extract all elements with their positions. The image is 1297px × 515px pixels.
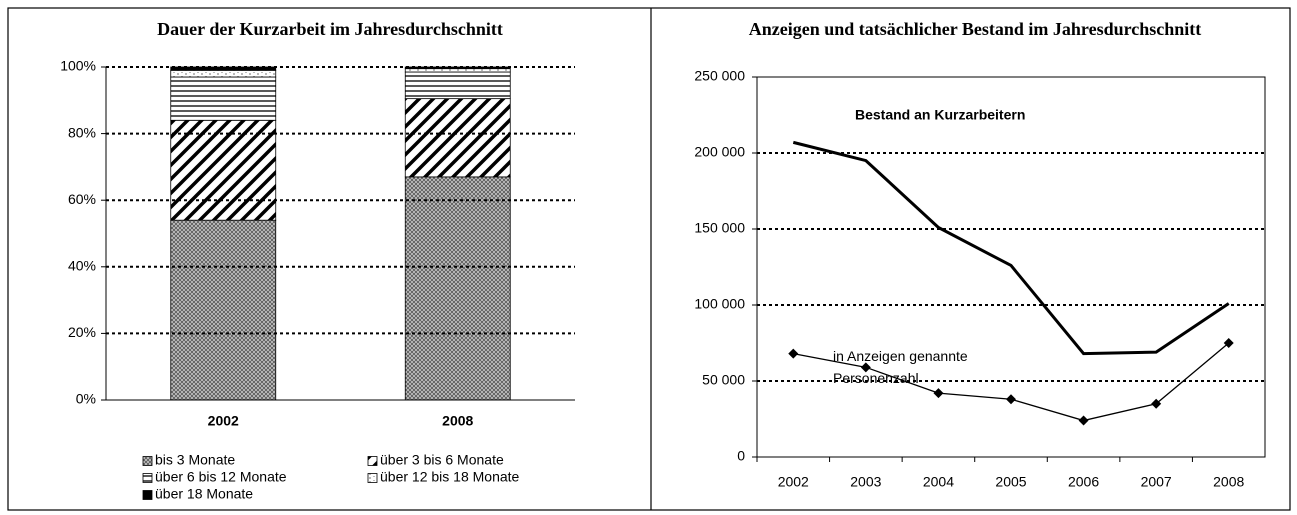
marker	[933, 388, 944, 399]
bar-segment	[170, 69, 277, 78]
y-tick-label: 100 000	[694, 296, 745, 312]
frame	[7, 7, 1291, 511]
y-tick-label: 0%	[76, 391, 96, 407]
bar-segment	[404, 71, 511, 100]
marker	[788, 348, 799, 359]
x-tick-label: 2004	[923, 474, 954, 490]
bar-segment	[170, 219, 277, 401]
marker	[1151, 398, 1162, 409]
y-tick-label: 250 000	[694, 68, 745, 84]
marker	[860, 362, 871, 373]
marker	[1006, 394, 1016, 405]
bar-segment	[170, 66, 277, 71]
plot-frame	[756, 76, 1266, 458]
series-line	[792, 140, 1230, 356]
y-tick-label: 150 000	[694, 220, 745, 236]
chart-title: Dauer der Kurzarbeit im Jahresdurchschni…	[157, 19, 503, 39]
y-tick-label: 100%	[60, 58, 96, 74]
y-tick-label: 50 000	[702, 372, 745, 388]
series-annotation-text: in Anzeigen genannte Personenzahl	[833, 348, 968, 386]
series-annotation: in Anzeigen genannte Personenzahl	[833, 348, 968, 386]
x-tick-label: 2007	[1141, 474, 1172, 490]
x-tick-label: 2002	[778, 474, 809, 490]
legend-swatch	[367, 473, 378, 483]
x-tick-label: 2006	[1068, 474, 1099, 490]
legend-swatch	[142, 490, 153, 500]
x-tick-label: 2008	[1213, 474, 1244, 490]
bar-segment	[404, 176, 511, 401]
legend-label: über 6 bis 12 Monate	[155, 469, 287, 485]
y-tick-label: 40%	[68, 258, 96, 274]
bar-segment	[170, 119, 277, 221]
x-tick-label: 2003	[850, 474, 881, 490]
marker	[1078, 415, 1089, 426]
legend-label: über 3 bis 6 Monate	[380, 452, 504, 468]
x-tick-label: 2005	[995, 474, 1026, 490]
bar-segment	[170, 76, 277, 121]
marker	[1223, 338, 1234, 348]
y-tick-label: 60%	[68, 191, 96, 207]
legend-swatch	[142, 456, 153, 466]
y-tick-label: 0	[737, 448, 745, 464]
legend-label: bis 3 Monate	[155, 452, 235, 468]
x-tick-label: 2002	[208, 413, 239, 429]
legend-swatch	[142, 473, 153, 483]
legend-swatch	[367, 456, 378, 466]
legend-label: über 12 bis 18 Monate	[380, 469, 520, 485]
y-tick-label: 80%	[68, 124, 96, 140]
bar-segment	[404, 68, 511, 73]
bar-segment	[404, 98, 511, 178]
y-tick-label: 200 000	[694, 144, 745, 160]
legend-label: über 18 Monate	[155, 486, 253, 502]
x-tick-label: 2008	[442, 413, 473, 429]
series-annotation: Bestand an Kurzarbeitern	[855, 107, 1025, 123]
chart-title: Anzeigen und tatsächlicher Bestand im Ja…	[749, 19, 1202, 39]
y-tick-label: 20%	[68, 324, 96, 340]
